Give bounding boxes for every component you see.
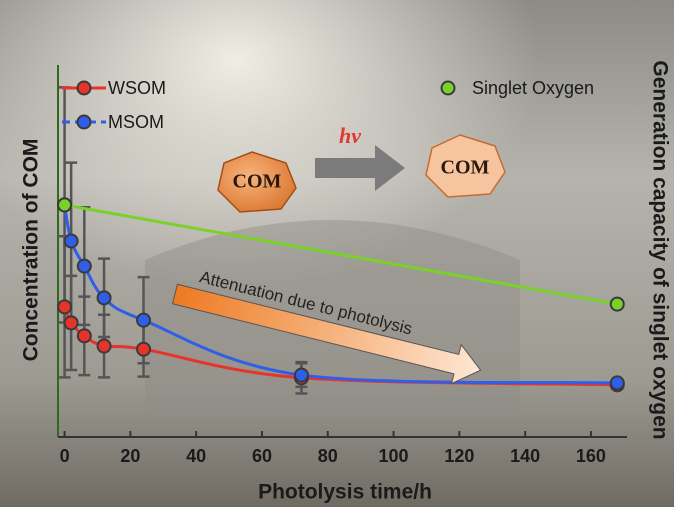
legend-marker [78, 82, 91, 95]
data-point [137, 314, 150, 327]
data-point [295, 369, 308, 382]
x-tick-label: 40 [186, 446, 206, 466]
data-point [58, 300, 71, 313]
x-tick-label: 140 [510, 446, 540, 466]
x-tick-label: 100 [379, 446, 409, 466]
building [145, 220, 520, 420]
x-axis-label: Photolysis time/h [258, 481, 432, 504]
y2-axis-label: Generation capacity of singlet oxygen [648, 60, 671, 439]
reactant-label: COM [233, 171, 282, 193]
legend-label: MSOM [108, 112, 164, 132]
legend-label: Singlet Oxygen [472, 78, 594, 98]
data-point [65, 235, 78, 248]
legend-marker [78, 116, 91, 129]
data-point [98, 340, 111, 353]
legend-label: WSOM [108, 78, 166, 98]
product-label: COM [441, 157, 490, 179]
chart: 0 20 40 60 80 100 120 140 160 Photolysis time/h Co… [0, 0, 674, 507]
legend-marker [442, 82, 455, 95]
y-axis-label: Concentration of COM [20, 139, 43, 362]
light-label: hv [339, 123, 361, 148]
x-tick-label: 160 [576, 446, 606, 466]
data-point [611, 376, 624, 389]
x-tick-label: 80 [318, 446, 338, 466]
x-tick-label: 0 [60, 446, 70, 466]
data-point [98, 291, 111, 304]
x-tick-label: 20 [120, 446, 140, 466]
data-point [137, 343, 150, 356]
x-tick-label: 120 [444, 446, 474, 466]
x-tick-label: 60 [252, 446, 272, 466]
data-point [78, 329, 91, 342]
data-point [65, 316, 78, 329]
data-point [611, 298, 624, 311]
data-point [58, 198, 71, 211]
data-point [78, 260, 91, 273]
